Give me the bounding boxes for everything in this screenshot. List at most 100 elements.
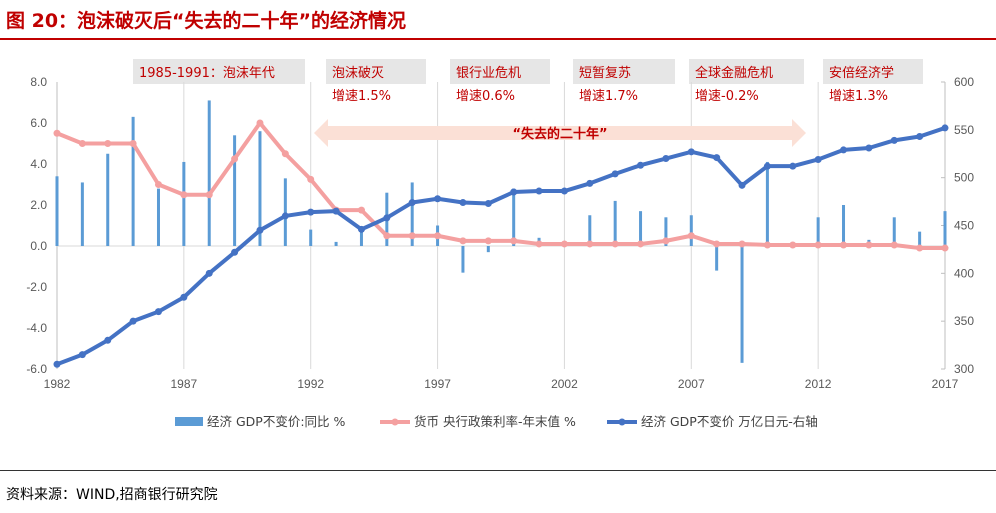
gdp-level-point	[611, 170, 619, 178]
policy-rate-point	[256, 119, 264, 127]
left-tick-label: 6.0	[30, 116, 47, 130]
gdp-growth-bar	[512, 188, 516, 246]
policy-rate-point	[383, 232, 391, 240]
policy-rate-point	[459, 237, 467, 245]
x-tick-label: 1992	[297, 377, 324, 391]
gdp-growth-bar	[334, 241, 338, 246]
arrow-label: “失去的二十年”	[512, 126, 607, 142]
gdp-level-point	[256, 226, 264, 234]
policy-rate-point	[231, 155, 239, 163]
policy-rate-point	[687, 232, 695, 240]
gdp-level-point	[789, 162, 797, 170]
policy-rate-point	[840, 241, 848, 249]
right-tick-label: 600	[954, 75, 974, 89]
legend-gdp-marker	[618, 418, 626, 426]
gdp-level-line	[56, 126, 946, 367]
policy-rate-point	[307, 175, 315, 183]
gdp-level-point	[332, 207, 340, 215]
policy-rate-point	[129, 140, 137, 147]
gdp-growth-bar	[80, 182, 84, 246]
x-tick-label: 1982	[44, 377, 71, 391]
policy-rate-point	[941, 244, 949, 252]
gdp-level-point	[763, 162, 771, 170]
gdp-level-point	[180, 293, 188, 301]
gdp-level-point	[129, 317, 137, 325]
gdp-level-point	[383, 214, 391, 222]
legend-bar-swatch	[175, 417, 203, 426]
gdp-growth-bar	[131, 116, 135, 246]
gdp-growth-bar	[156, 188, 160, 246]
gdp-growth-bar	[55, 176, 59, 246]
gdp-level-point	[307, 208, 315, 216]
gdp-level-point	[637, 161, 645, 169]
policy-rate-point	[586, 240, 594, 248]
policy-rate-point	[789, 241, 797, 249]
gdp-growth-bar	[233, 135, 237, 246]
gdp-growth-bar	[765, 161, 769, 246]
gdp-growth-bar	[918, 231, 922, 246]
policy-rate-point	[637, 240, 645, 248]
gdp-growth-bar	[486, 246, 490, 253]
policy-rate-point	[154, 181, 162, 188]
policy-rate-point	[510, 237, 518, 245]
right-tick-label: 500	[954, 171, 974, 185]
gdp-level-point	[459, 199, 467, 207]
gdp-growth-bar	[689, 215, 693, 246]
lost-decades-arrow	[314, 119, 806, 147]
gdp-growth-bar	[258, 131, 262, 246]
annotation-title: 泡沫破灭	[332, 66, 384, 81]
gdp-level-point	[738, 181, 746, 189]
title-divider	[0, 38, 996, 40]
x-tick-label: 1997	[424, 377, 451, 391]
gdp-level-point	[687, 148, 695, 156]
gdp-level-point	[560, 187, 568, 195]
gdp-level-point	[510, 188, 518, 196]
right-tick-label: 550	[954, 123, 974, 137]
gdp-level-point	[586, 179, 594, 187]
policy-rate-point	[281, 150, 289, 158]
policy-rate-point	[78, 140, 86, 147]
policy-rate-point	[662, 237, 670, 245]
legend-label: 经济 GDP不变价:同比 %	[207, 414, 346, 429]
gdp-level-point	[916, 133, 924, 141]
gdp-growth-bar	[842, 205, 846, 246]
figure-title: 图 20：泡沫破灭后“失去的二十年”的经济情况	[6, 10, 407, 32]
policy-rate-point	[535, 240, 543, 248]
gdp-growth-bar	[410, 182, 414, 246]
source-divider	[0, 470, 996, 471]
gdp-level-point	[53, 360, 61, 368]
x-tick-label: 2017	[932, 377, 959, 391]
annotation-title: 银行业危机	[456, 66, 521, 81]
policy-rate-point	[713, 240, 721, 248]
right-tick-label: 450	[954, 219, 974, 233]
x-tick-label: 2012	[805, 377, 832, 391]
gdp-growth-bar	[740, 246, 744, 363]
right-tick-label: 300	[954, 362, 974, 376]
gdp-level-point	[713, 154, 721, 162]
left-tick-label: -4.0	[26, 321, 47, 335]
left-tick-label: 8.0	[30, 75, 47, 89]
gdp-growth-bar	[588, 215, 592, 246]
gdp-level-point	[814, 155, 822, 163]
policy-rate-point	[357, 206, 365, 214]
gdp-level-point	[662, 155, 670, 163]
gdp-level-point	[890, 136, 898, 144]
x-tick-label: 1987	[171, 377, 198, 391]
gdp-level-point	[357, 225, 365, 233]
left-tick-label: -2.0	[26, 280, 47, 294]
annotation-growth: 增速1.7%	[579, 89, 638, 104]
annotation-box	[326, 59, 426, 84]
annotation-box	[823, 59, 923, 84]
gdp-level-point	[408, 199, 416, 207]
policy-rate-point	[205, 191, 213, 199]
gdp-level-point	[840, 146, 848, 154]
policy-rate-point	[890, 241, 898, 249]
annotation-box	[133, 59, 305, 84]
right-tick-label: 400	[954, 266, 974, 280]
gdp-growth-bar	[359, 227, 363, 246]
gdp-level-point	[484, 199, 492, 207]
left-tick-label: 0.0	[30, 239, 47, 253]
gdp-level-point	[154, 308, 162, 316]
gdp-growth-bar	[639, 211, 643, 246]
